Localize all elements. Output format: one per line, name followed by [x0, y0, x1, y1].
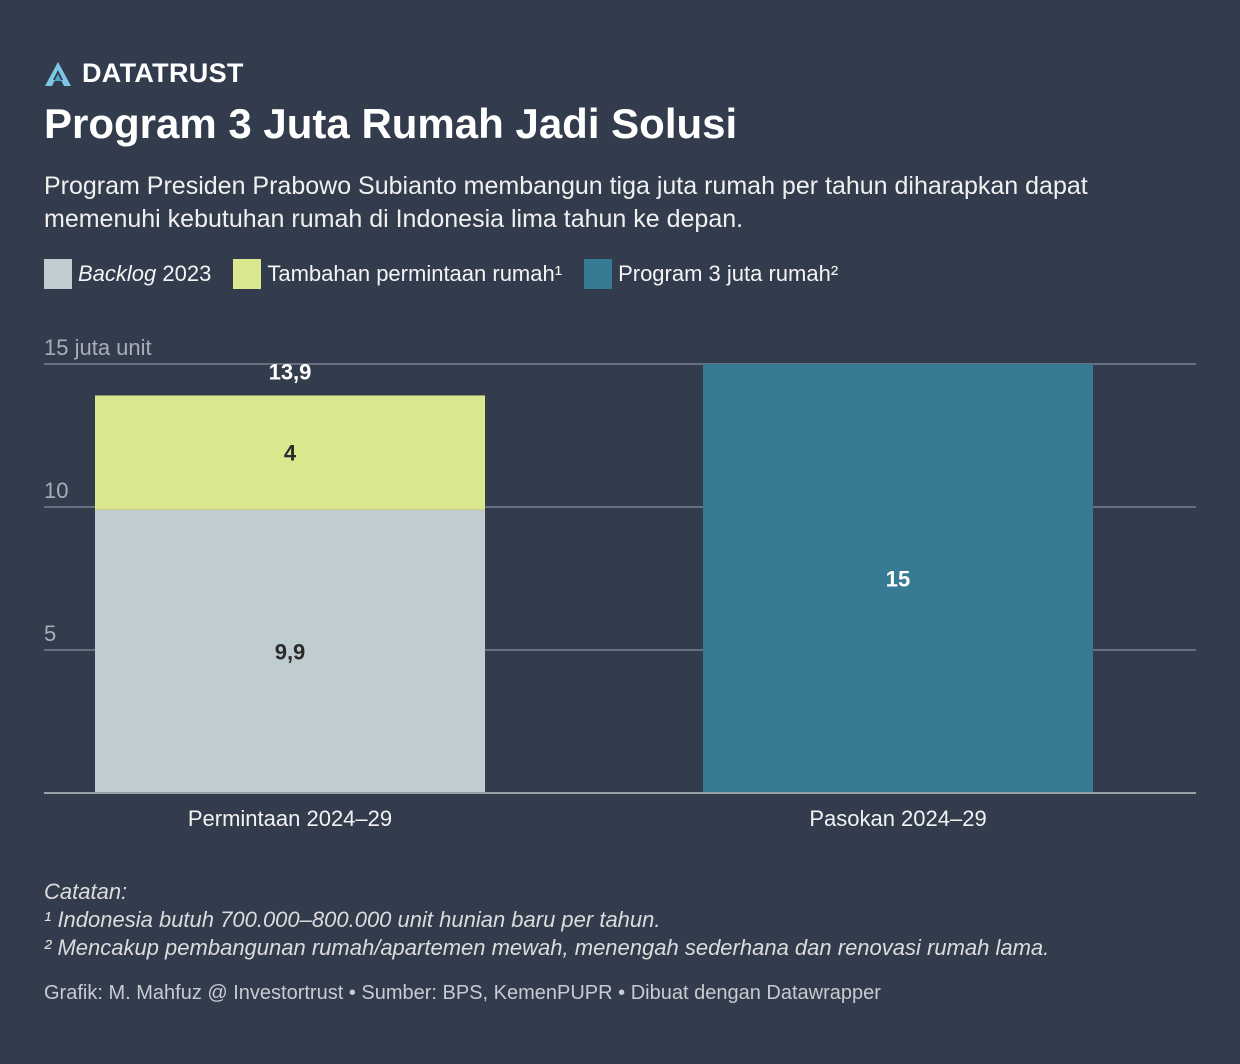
chart-title: Program 3 Juta Rumah Jadi Solusi — [44, 100, 738, 147]
bar-2-series-3 — [703, 364, 1093, 793]
x-tick-label-2: Pasokan 2024–29 — [809, 806, 986, 831]
data-label-1-series-1: 9,9 — [275, 639, 306, 664]
chart-subtitle: Program Presiden Prabowo Subianto memban… — [44, 172, 1088, 233]
note-2: ² Mencakup pembangunan rumah/apartemen m… — [44, 935, 1050, 960]
bar-1-series-2 — [95, 395, 485, 510]
data-label-1-series-2: 4 — [284, 441, 297, 466]
legend-item-backlog: Backlog 2023 — [44, 259, 211, 289]
y-tick-label-15: 15 juta unit — [44, 335, 152, 360]
legend-swatch-program — [584, 259, 613, 289]
total-label-1: 13,9 — [269, 359, 312, 384]
y-tick-label-10: 10 — [44, 478, 68, 503]
brand: DATATRUST — [44, 58, 244, 89]
brand-name: DATATRUST — [82, 58, 244, 88]
bar-chart: 15 juta unit 10 5 9,9 4 Permintaan 2024–29 13,… — [44, 335, 1196, 831]
bar-1-series-1 — [95, 509, 485, 793]
legend-item-program: Program 3 juta rumah² — [584, 259, 838, 289]
legend-label-backlog: Backlog 2023 — [78, 261, 212, 286]
note-1: ¹ Indonesia butuh 700.000–800.000 unit h… — [44, 907, 661, 932]
chart-notes: Catatan: ¹ Indonesia butuh 700.000–800.0… — [44, 878, 1204, 962]
chart-legend: Backlog 2023 Tambahan permintaan rumah¹ … — [44, 259, 860, 289]
data-label-2-series-3: 15 — [886, 567, 910, 592]
x-tick-label-1: Permintaan 2024–29 — [188, 806, 392, 831]
legend-item-tambahan: Tambahan permintaan rumah¹ — [233, 259, 562, 289]
legend-swatch-backlog — [44, 259, 72, 289]
y-tick-label-5: 5 — [44, 621, 56, 646]
legend-label-tambahan: Tambahan permintaan rumah¹ — [267, 261, 563, 286]
notes-heading: Catatan: — [44, 879, 128, 904]
legend-swatch-tambahan — [233, 259, 262, 289]
datatrust-logo-icon — [45, 61, 71, 86]
chart-credit: Grafik: M. Mahfuz @ Investortrust • Sumb… — [44, 982, 881, 1004]
legend-label-program: Program 3 juta rumah² — [618, 261, 839, 286]
